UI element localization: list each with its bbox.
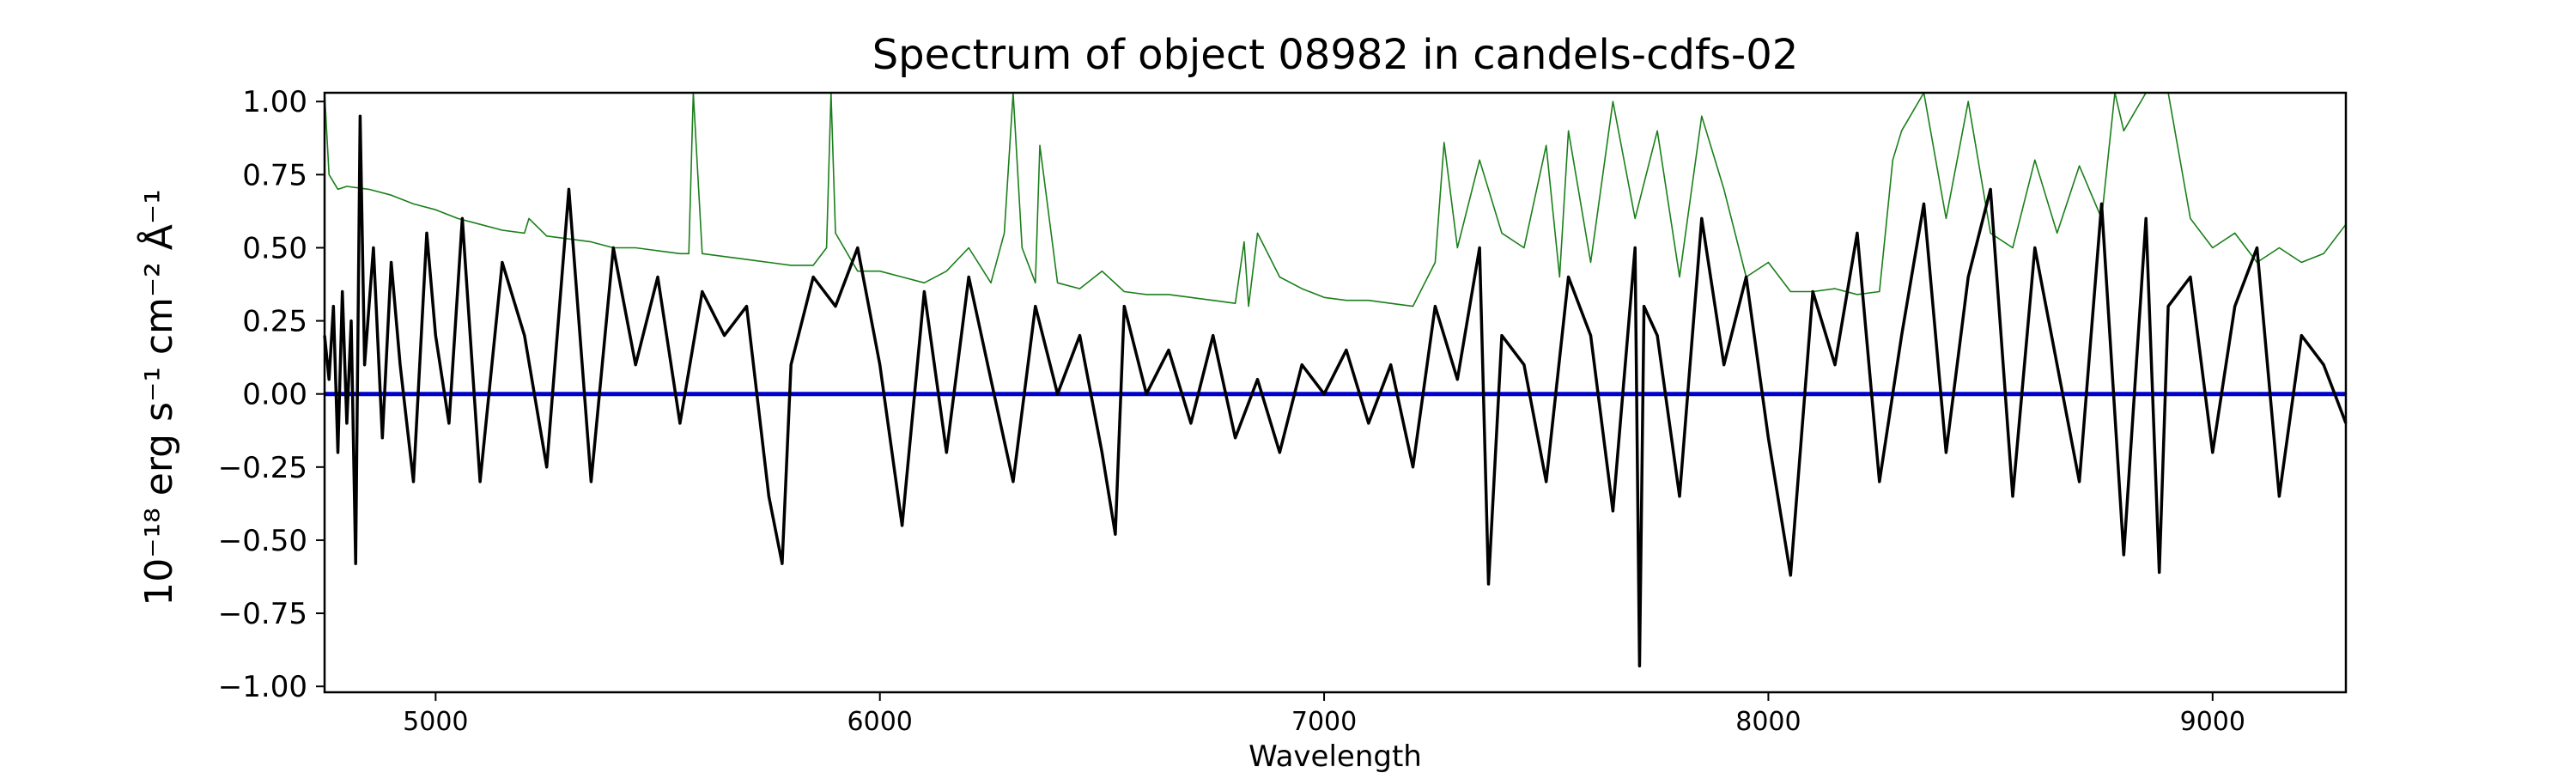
series-line-error — [324, 92, 2347, 307]
y-tick-label: 0.75 — [242, 158, 307, 192]
y-tick-label: 0.00 — [242, 378, 307, 412]
x-tick-label: 8000 — [1735, 707, 1801, 737]
series-line-flux — [323, 114, 2348, 668]
y-tick-label: −0.75 — [218, 597, 307, 631]
x-tick-label: 9000 — [2180, 707, 2245, 737]
plot-area — [323, 92, 2348, 668]
y-axis-ticks: −1.00 −0.75 −0.50 −0.25 0.00 0.25 0.50 0.75 1.00 — [218, 85, 325, 704]
plot-frame — [323, 91, 2348, 694]
y-tick-label: 0.25 — [242, 305, 307, 339]
y-tick-label: −0.50 — [218, 524, 307, 558]
y-tick-label: −1.00 — [218, 670, 307, 704]
chart-title: Spectrum of object 08982 in candels-cdfs… — [872, 31, 1799, 79]
x-tick-label: 6000 — [848, 707, 913, 737]
y-tick-label: 1.00 — [242, 85, 307, 119]
y-tick-label: −0.25 — [218, 451, 307, 485]
x-axis-ticks: 5000 6000 7000 8000 9000 — [403, 692, 2245, 737]
x-tick-label: 5000 — [403, 707, 468, 737]
y-tick-label: 0.50 — [242, 231, 307, 265]
y-axis-label: 10⁻¹⁸ erg s⁻¹ cm⁻² Å⁻¹ — [136, 189, 181, 606]
x-axis-label: Wavelength — [1249, 740, 1422, 773]
x-tick-label: 7000 — [1291, 707, 1357, 737]
